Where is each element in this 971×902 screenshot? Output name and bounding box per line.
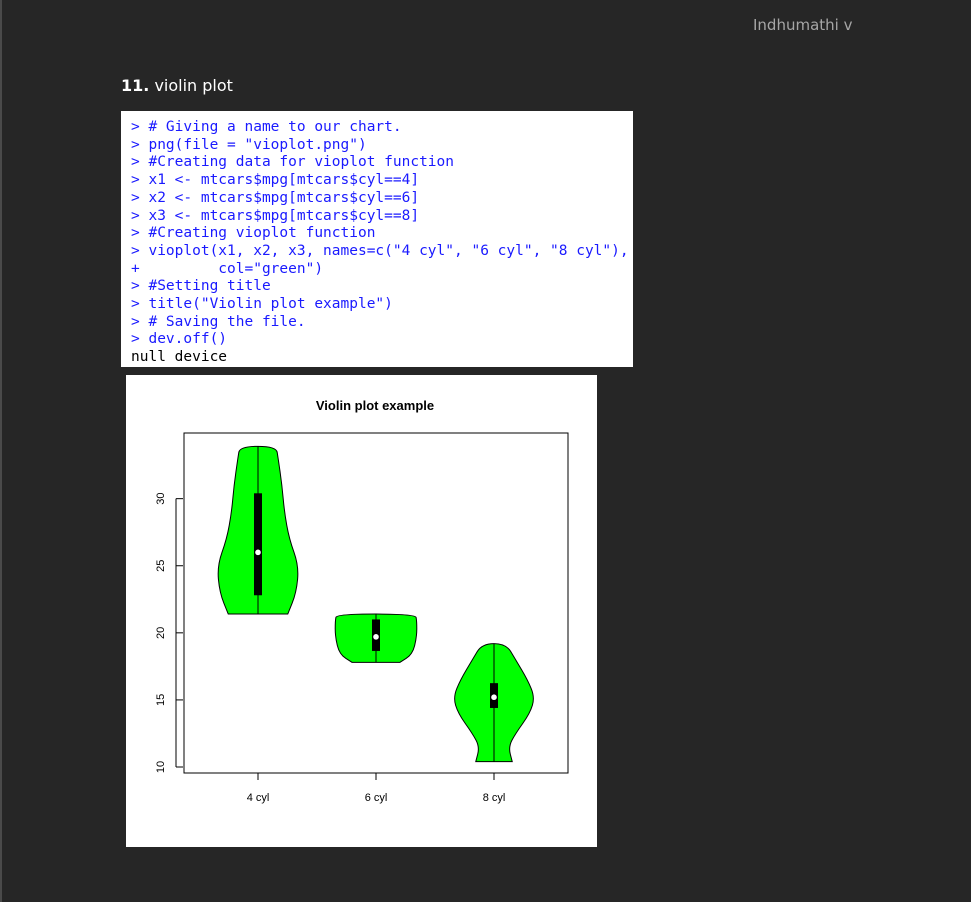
violin-median-point — [373, 634, 379, 640]
r-console-code-block: > # Giving a name to our chart. > png(fil… — [121, 111, 633, 367]
violin-chart: Violin plot example 10 15 20 25 30 4 cyl 6 cyl 8… — [155, 398, 569, 804]
console-output-line: null device — [131, 349, 228, 366]
page-left-border — [0, 0, 2, 902]
console-input-line: > png(file = "vioplot.png") — [131, 136, 367, 153]
console-input-line: > x1 <- mtcars$mpg[mtcars$cyl==4] — [131, 172, 420, 189]
x-axis-tick-label: 4 cyl — [247, 792, 270, 804]
console-input-line: > # Saving the file. — [131, 313, 306, 330]
console-input-line: > #Creating data for vioplot function — [131, 154, 455, 171]
y-axis-tick-label: 30 — [155, 493, 167, 505]
console-input-line: > dev.off() — [131, 331, 228, 348]
section-title: violin plot — [154, 76, 233, 95]
x-axis-tick-label: 8 cyl — [483, 792, 506, 804]
console-lines: > # Giving a name to our chart. > png(fil… — [131, 119, 633, 367]
console-input-line: > vioplot(x1, x2, x3, names=c("4 cyl", "… — [131, 242, 629, 259]
violin-iqr-box — [254, 493, 262, 596]
x-axis-tick-label: 6 cyl — [365, 792, 388, 804]
section-number: 11. — [121, 76, 150, 95]
y-axis-tick-label: 10 — [155, 761, 167, 773]
violin-median-point — [491, 694, 497, 701]
author-name: Indhumathi v — [753, 16, 853, 34]
y-axis-tick-label: 15 — [155, 694, 167, 706]
y-axis-tick-label: 25 — [155, 560, 167, 572]
section-heading: 11. violin plot — [121, 76, 233, 95]
chart-title: Violin plot example — [316, 398, 434, 413]
violin-median-point — [255, 549, 261, 556]
console-input-line: > x3 <- mtcars$mpg[mtcars$cyl==8] — [131, 207, 420, 224]
console-input-line: + col="green") — [131, 260, 324, 277]
console-input-line: > # Giving a name to our chart. — [131, 119, 402, 135]
console-input-line: > #Setting title — [131, 278, 271, 295]
console-input-line: > title("Violin plot example") — [131, 296, 393, 313]
console-input-line: > x2 <- mtcars$mpg[mtcars$cyl==6] — [131, 189, 420, 206]
violin-plot-image: Violin plot example 10 15 20 25 30 4 cyl 6 cyl 8… — [126, 375, 597, 847]
console-input-line: > #Creating vioplot function — [131, 225, 376, 242]
y-axis-tick-label: 20 — [155, 627, 167, 639]
